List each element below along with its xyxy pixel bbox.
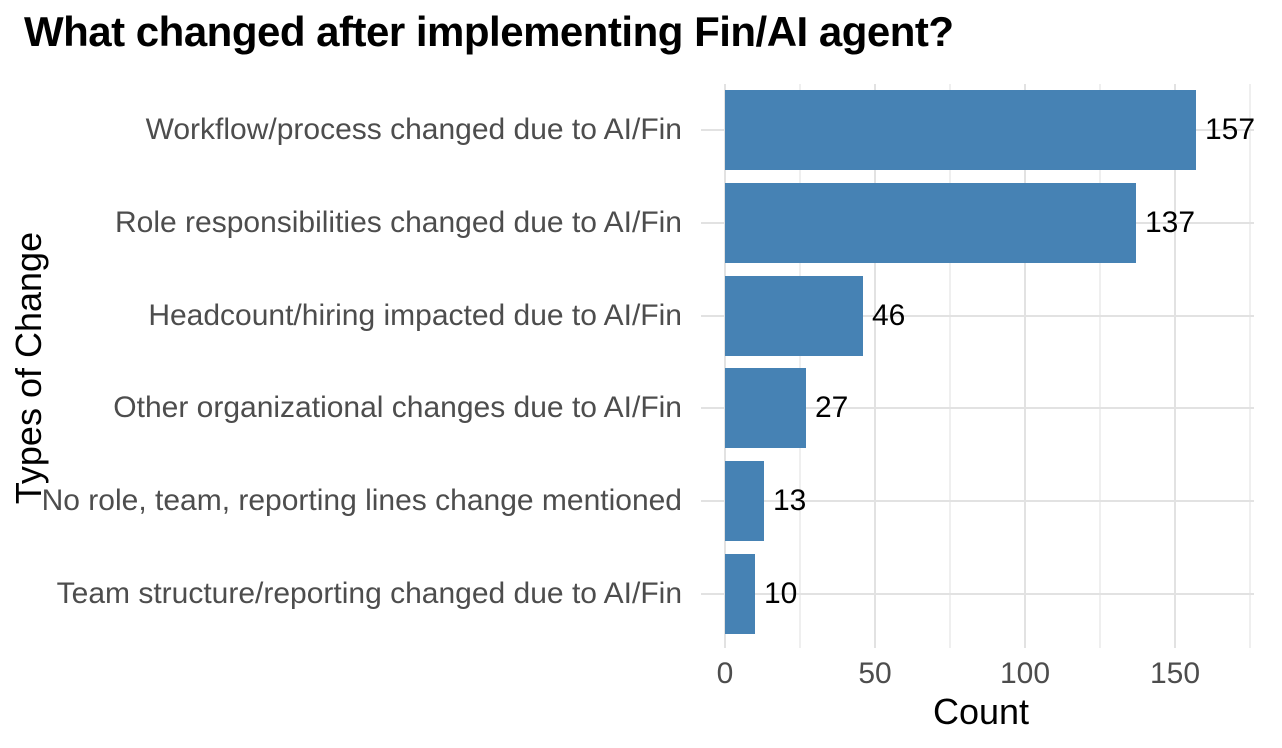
bar-value-label: 137 <box>1145 206 1196 240</box>
bar-value-label: 10 <box>764 576 798 610</box>
category-label: Role responsibilities changed due to AI/… <box>114 206 682 240</box>
x-axis-tick-label: 0 <box>716 657 734 690</box>
vertical-gridline <box>724 84 726 648</box>
bar <box>725 183 1136 264</box>
bar <box>725 368 806 449</box>
chart-title: What changed after implementing Fin/AI a… <box>24 8 954 55</box>
bar <box>725 553 755 634</box>
vertical-gridline <box>1024 84 1026 648</box>
bar-row: Role responsibilities changed due to AI/… <box>0 177 1282 270</box>
bar-row: Other organizational changes due to AI/F… <box>0 362 1282 455</box>
bar-row: Workflow/process changed due to AI/Fin 1… <box>0 84 1282 177</box>
vertical-gridline <box>874 84 876 648</box>
vertical-gridline <box>1174 84 1176 648</box>
category-label: No role, team, reporting lines change me… <box>41 484 682 518</box>
x-axis-title: Count <box>932 691 1030 732</box>
category-label: Team structure/reporting changed due to … <box>56 576 682 610</box>
x-axis-tick-label: 100 <box>999 657 1051 690</box>
bar-row: Team structure/reporting changed due to … <box>0 548 1282 641</box>
bar <box>725 275 863 356</box>
bar-row: No role, team, reporting lines change me… <box>0 455 1282 548</box>
x-axis-tick-label: 50 <box>858 657 892 690</box>
category-label: Headcount/hiring impacted due to AI/Fin <box>148 298 682 332</box>
horizontal-gridline <box>701 500 1254 503</box>
bar-value-label: 157 <box>1205 113 1256 147</box>
vertical-gridline <box>1099 84 1101 648</box>
bar-value-label: 46 <box>872 298 906 332</box>
category-label: Other organizational changes due to AI/F… <box>113 391 682 425</box>
vertical-gridline <box>799 84 801 648</box>
horizontal-gridline <box>701 407 1254 410</box>
plot-panel <box>701 84 1254 648</box>
category-label: Workflow/process changed due to AI/Fin <box>145 113 682 147</box>
x-axis-tick-label: 150 <box>1149 657 1201 690</box>
horizontal-gridline <box>701 592 1254 595</box>
bar-value-label: 13 <box>773 484 807 518</box>
vertical-gridline <box>949 84 951 648</box>
bar <box>725 90 1196 171</box>
bar <box>725 461 764 542</box>
bar-row: Headcount/hiring impacted due to AI/Fin … <box>0 269 1282 362</box>
vertical-gridline <box>1249 84 1251 648</box>
bar-value-label: 27 <box>815 391 849 425</box>
horizontal-gridline <box>701 314 1254 317</box>
